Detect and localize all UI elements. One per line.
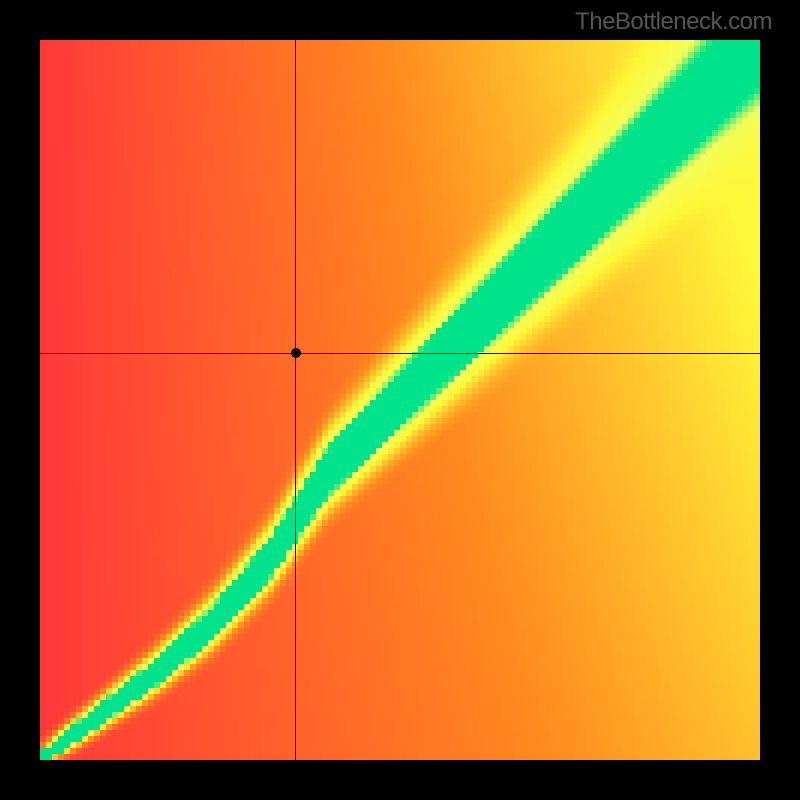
- crosshair-vertical: [295, 40, 296, 760]
- chart-container: TheBottleneck.com: [0, 0, 800, 800]
- bottleneck-heatmap: [40, 40, 760, 760]
- crosshair-horizontal: [40, 353, 760, 354]
- crosshair-marker: [291, 348, 301, 358]
- watermark-text: TheBottleneck.com: [575, 8, 772, 36]
